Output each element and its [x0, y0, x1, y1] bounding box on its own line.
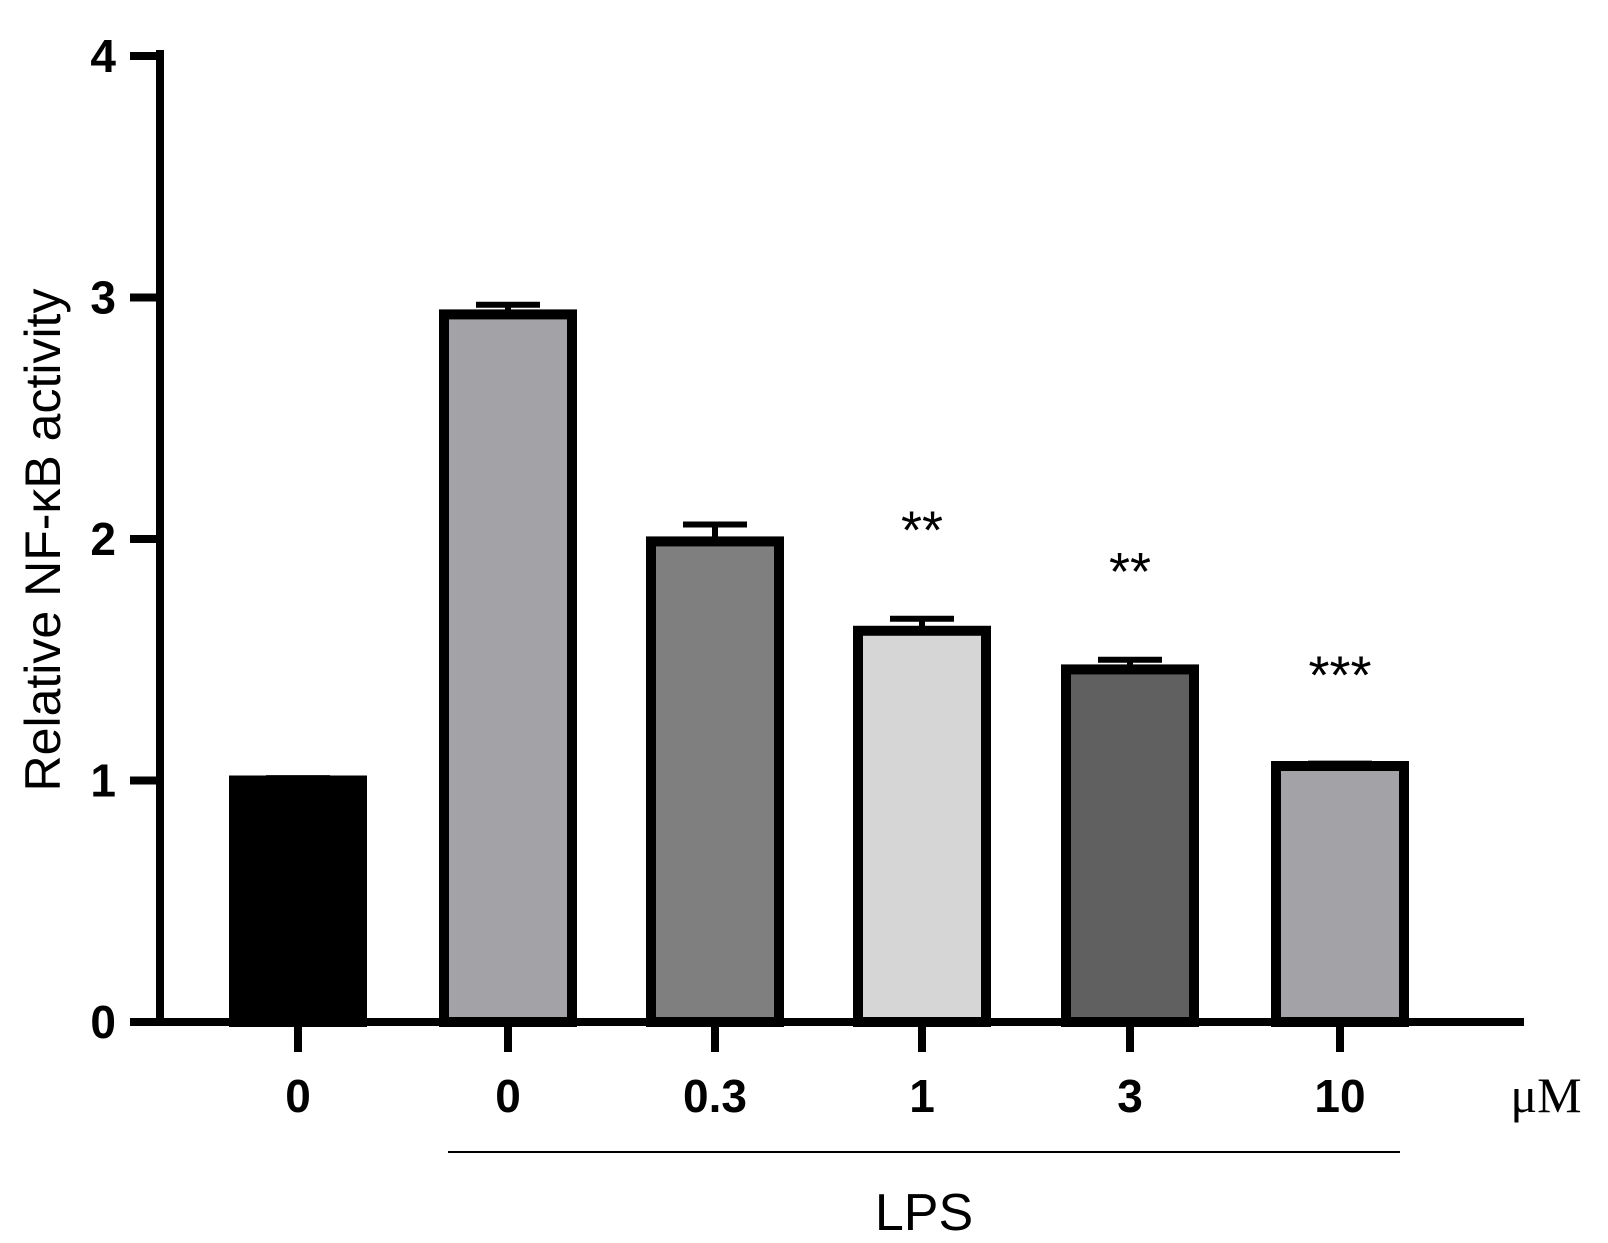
bar — [646, 536, 784, 1027]
lps-group-label: LPS — [875, 1184, 973, 1242]
y-tick-label: 3 — [90, 272, 116, 324]
x-tick-label: 0 — [285, 1070, 311, 1122]
x-tick-label: 10 — [1314, 1070, 1365, 1122]
error-bars — [266, 301, 1372, 782]
bar — [1061, 664, 1199, 1027]
significance-label: ** — [901, 501, 943, 561]
bar — [853, 625, 991, 1028]
significance-label: ** — [1109, 542, 1151, 602]
significance-label: *** — [1308, 646, 1371, 706]
y-tick-label: 1 — [90, 755, 116, 807]
bar — [439, 309, 577, 1027]
x-tick-label: 3 — [1117, 1070, 1143, 1122]
x-tick-label: 0 — [495, 1070, 521, 1122]
bar — [1271, 761, 1409, 1028]
bars — [229, 309, 1409, 1028]
y-ticks: 0 1 2 3 4 — [90, 30, 160, 1048]
y-tick-label: 0 — [90, 996, 116, 1048]
bar — [229, 775, 367, 1027]
unit-label: μM — [1510, 1067, 1581, 1123]
x-tick-label: 0.3 — [683, 1070, 747, 1122]
x-tick-label: 1 — [909, 1070, 935, 1122]
y-tick-label: 4 — [90, 30, 116, 82]
x-ticks: 0 0 0.3 1 3 10 — [285, 1022, 1366, 1122]
y-axis-title: Relative NF-κB activity — [15, 289, 71, 792]
y-tick-label: 2 — [90, 513, 116, 565]
significance-markers: ******* — [901, 501, 1372, 706]
